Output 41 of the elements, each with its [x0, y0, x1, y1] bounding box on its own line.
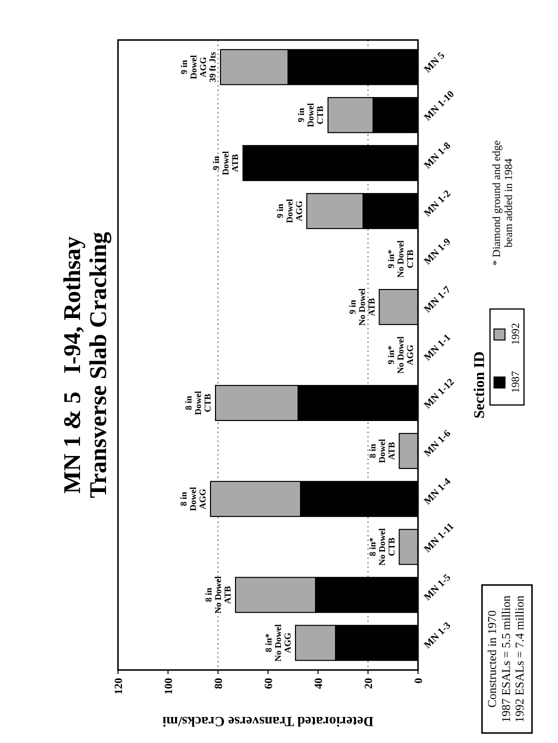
annotation: 9 in* No Dowel CTB [386, 240, 415, 278]
annotation: 9 in* No Dowel AGG [386, 336, 415, 374]
x-tick-label: 80 [213, 678, 225, 689]
annotation: 8 in* No Dowel CTB [367, 528, 396, 566]
legend-label: 1992 [510, 323, 522, 345]
text: Transverse Slab Cracking [86, 232, 112, 498]
x-tick-label: 0 [413, 678, 425, 684]
y-tick-label: MN 1-7 [422, 284, 454, 316]
y-tick-label: MN 1-10 [422, 88, 457, 124]
text: * Diamond ground and edge beam added in 1984 [491, 140, 516, 266]
annotation: 8 in Dowel AGG [178, 486, 208, 511]
x-tick-label: 60 [263, 678, 275, 689]
text: Constructed in 1970 1987 ESALs = 5.5 million 1992 ESALs = 7.4 million [485, 595, 527, 723]
x-axis-title: Deteriorated Transverse Cracks/mi [162, 713, 374, 728]
annotation: 8 in No Dowel ATB [204, 576, 232, 614]
x-tick-label: 20 [363, 678, 375, 689]
y-tick-label: MN 5 [422, 50, 448, 76]
annotation: 9 in Dowel AGG 39 ft Jts [179, 51, 218, 82]
y-tick-label: MN 1-3 [422, 620, 454, 652]
annotation: 9 in Dowel AGG [274, 198, 304, 224]
y-tick-label: MN 1-11 [422, 521, 456, 556]
annotation: 8 in Dowel ATB [367, 438, 396, 463]
y-tick-label: MN 1-5 [422, 572, 454, 604]
y-tick-label: MN 1-4 [422, 476, 454, 508]
y-tick-label: MN 1-2 [422, 188, 454, 220]
annotation: 9 in Dowel ATB [211, 150, 240, 176]
y-axis-title: Section ID [472, 351, 488, 419]
x-tick-label: 100 [163, 678, 175, 694]
annotation: 8 in Dowel CTB [184, 390, 212, 415]
legend-label: 1987 [510, 370, 522, 393]
annotation: 8 in* No Dowel AGG [264, 624, 292, 662]
annotation: 9 in No Dowel ATB [347, 288, 376, 326]
y-tick-label: MN 1-6 [422, 428, 454, 460]
annotation: 9 in Dowel CTB [296, 102, 325, 128]
y-tick-label: MN 1-1 [422, 332, 454, 364]
y-tick-label: MN 1-8 [422, 140, 454, 172]
y-tick-label: MN 1-9 [422, 236, 454, 268]
text: MN 1 & 5 I-94, Rothsay [60, 236, 86, 494]
x-tick-label: 40 [313, 678, 325, 689]
y-tick-label: MN 1-12 [422, 376, 457, 412]
x-tick-label: 120 [113, 678, 125, 694]
